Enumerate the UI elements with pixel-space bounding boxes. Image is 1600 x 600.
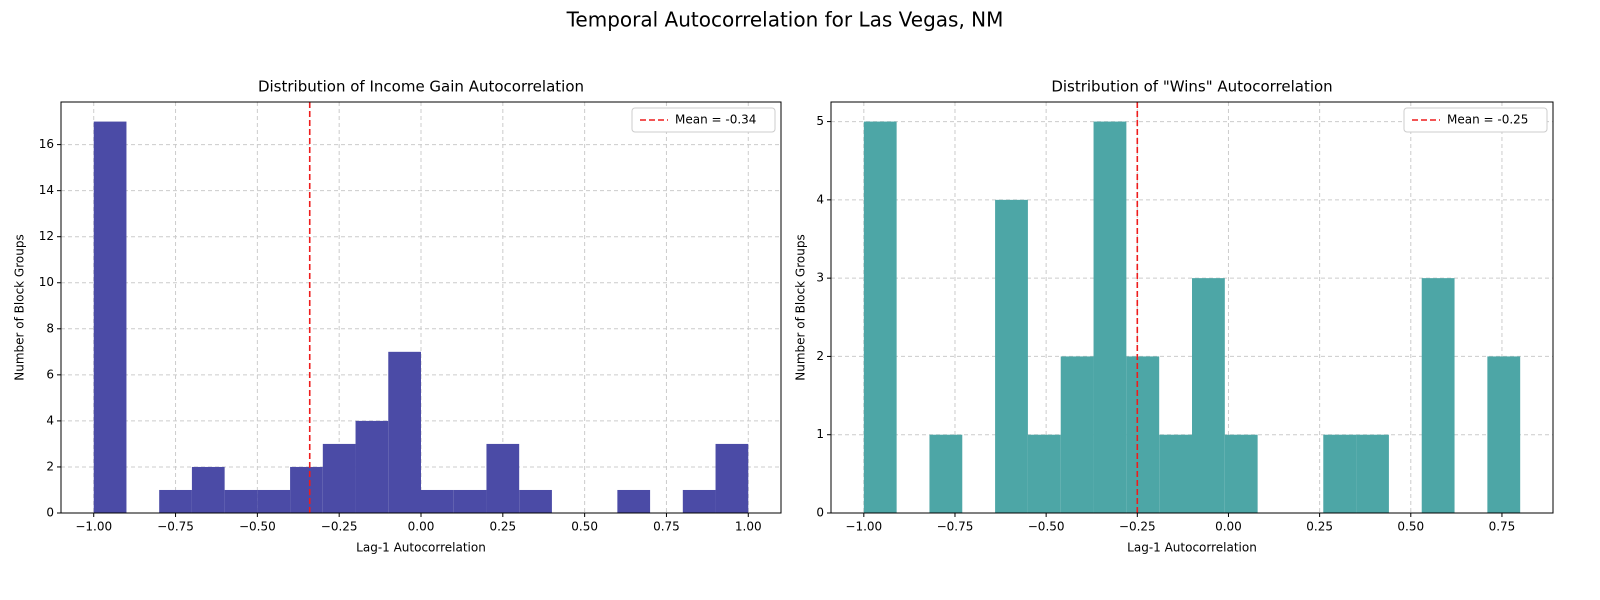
bar	[715, 443, 749, 513]
x-tick-label: 0.25	[489, 520, 516, 534]
y-tick-label: 14	[39, 183, 54, 197]
bar	[1159, 434, 1192, 513]
bar	[863, 121, 897, 514]
bar	[617, 489, 651, 513]
y-tick-label: 2	[46, 459, 54, 473]
bar	[1093, 121, 1127, 514]
bar	[1224, 434, 1258, 513]
y-axis-label: Number of Block Groups	[794, 234, 808, 380]
bar	[388, 351, 421, 513]
bar	[1060, 356, 1094, 513]
bar	[1126, 356, 1160, 513]
y-tick-label: 12	[39, 229, 54, 243]
x-tick-label: 0.00	[1215, 520, 1242, 534]
bar	[1356, 434, 1389, 513]
bar	[224, 489, 258, 513]
x-tick-label: 0.25	[1306, 520, 1333, 534]
bar	[159, 489, 192, 513]
legend-box	[1403, 107, 1548, 133]
y-tick-label: 0	[816, 506, 824, 520]
bar	[1487, 356, 1521, 513]
bar	[93, 121, 127, 514]
legend-label: Mean = -0.34	[675, 113, 756, 127]
bar	[1192, 278, 1225, 513]
bar	[355, 420, 389, 513]
x-tick-label: −1.00	[845, 520, 882, 534]
bar	[1421, 278, 1455, 513]
x-tick-label: −0.75	[157, 520, 194, 534]
y-tick-label: 5	[816, 114, 824, 128]
y-tick-label: 6	[46, 367, 54, 381]
x-tick-label: −0.25	[1119, 520, 1156, 534]
bar	[519, 489, 552, 513]
x-tick-label: 0.75	[1489, 520, 1516, 534]
x-tick-label: −0.50	[1028, 520, 1065, 534]
figure-title: Temporal Autocorrelation for Las Vegas, …	[566, 8, 1004, 32]
bar	[1323, 434, 1357, 513]
x-tick-label: 0.50	[571, 520, 598, 534]
legend-label: Mean = -0.25	[1447, 113, 1528, 127]
axes-frame	[60, 101, 782, 514]
axes-frame	[830, 101, 1554, 514]
bar	[995, 199, 1028, 513]
x-tick-label: 0.50	[1397, 520, 1424, 534]
x-tick-label: 0.00	[408, 520, 435, 534]
axes-title: Distribution of "Wins" Autocorrelation	[1051, 78, 1332, 96]
y-tick-label: 4	[46, 413, 54, 427]
x-tick-label: 1.00	[735, 520, 762, 534]
x-tick-label: −1.00	[75, 520, 112, 534]
y-tick-label: 10	[39, 275, 54, 289]
bar	[453, 489, 487, 513]
bar	[191, 466, 225, 513]
bar	[1027, 434, 1061, 513]
y-tick-label: 0	[46, 506, 54, 520]
y-tick-label: 2	[816, 349, 824, 363]
bar	[257, 489, 291, 513]
x-axis-label: Lag-1 Autocorrelation	[356, 541, 486, 555]
y-tick-label: 1	[816, 427, 824, 441]
legend-box	[631, 107, 776, 133]
axes-title: Distribution of Income Gain Autocorrelat…	[258, 78, 584, 96]
x-tick-label: −0.50	[239, 520, 276, 534]
x-tick-label: −0.75	[937, 520, 974, 534]
bar	[421, 489, 454, 513]
y-tick-label: 16	[39, 137, 54, 151]
x-tick-label: 0.75	[653, 520, 680, 534]
bar	[290, 466, 323, 513]
bar	[486, 443, 520, 513]
bar	[682, 489, 716, 513]
bar	[322, 443, 356, 513]
y-axis-label: Number of Block Groups	[13, 234, 27, 380]
y-tick-label: 8	[46, 321, 54, 335]
y-tick-label: 3	[816, 271, 824, 285]
x-axis-label: Lag-1 Autocorrelation	[1127, 541, 1257, 555]
bar	[929, 434, 963, 513]
y-tick-label: 4	[816, 192, 824, 206]
x-tick-label: −0.25	[321, 520, 358, 534]
